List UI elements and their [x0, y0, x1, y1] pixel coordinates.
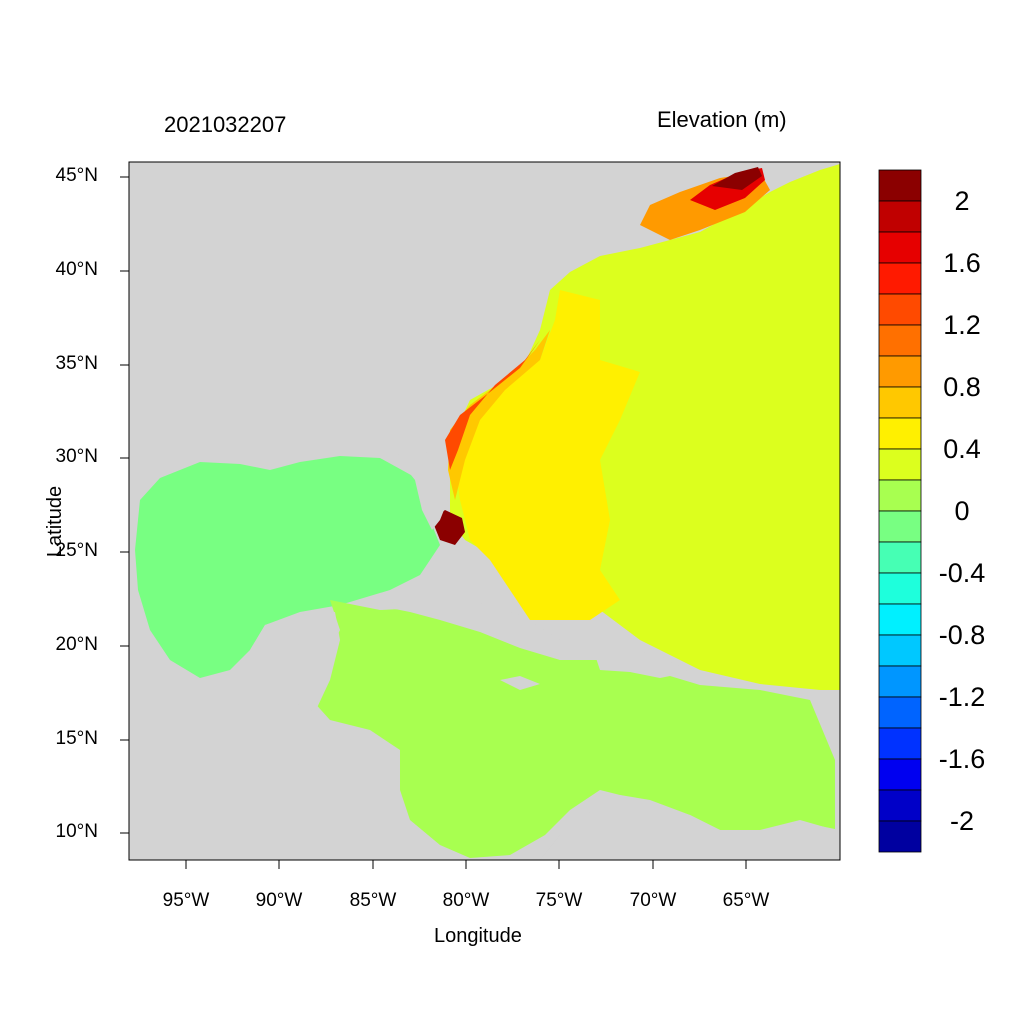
- south-america-land: [540, 795, 840, 860]
- colorbar-swatch: [878, 665, 922, 698]
- colorbar-swatch: [878, 386, 922, 419]
- colorbar-label: -2: [949, 806, 974, 836]
- y-tick-label: 40°N: [55, 259, 98, 280]
- colorbar-swatch: [878, 231, 922, 264]
- colorbar-swatch: [878, 262, 922, 295]
- yucatan-land: [250, 612, 340, 712]
- colorbar-swatch: [878, 448, 922, 481]
- colorbar-label: 0.4: [943, 434, 981, 464]
- colorbar-label: -1.6: [938, 744, 986, 774]
- y-tick-label: 25°N: [55, 540, 98, 561]
- colorbar-swatch: [878, 727, 922, 760]
- gulf-of-mexico: [135, 456, 440, 678]
- y-tick-label: 20°N: [55, 634, 98, 655]
- colorbar-swatch: [878, 696, 922, 729]
- colorbar-label: 0.8: [943, 372, 981, 402]
- x-tick-marks: [185, 860, 747, 869]
- colorbar-label: -0.4: [938, 558, 986, 588]
- forecast-datetime: 2021032207: [164, 112, 287, 137]
- x-tick-label: 80°W: [442, 890, 490, 911]
- colorbar-label: -1.2: [938, 682, 986, 712]
- colorbar-swatch: [878, 820, 922, 853]
- y-tick-marks: [120, 176, 129, 834]
- map-frame: [128, 161, 841, 861]
- colorbar-swatch: [878, 510, 922, 543]
- y-tick-label: 35°N: [55, 353, 98, 374]
- y-tick-label: 15°N: [55, 728, 98, 749]
- y-axis-label: Latitude: [44, 485, 67, 558]
- x-tick-label: 65°W: [722, 890, 770, 911]
- colorbar-label: 1.6: [943, 248, 981, 278]
- jamaica-land: [500, 676, 540, 690]
- colorbar-label: -0.8: [938, 620, 986, 650]
- colorbar-swatch: [878, 479, 922, 512]
- gulf-of-maine-surge-peak: [712, 167, 762, 190]
- colorbar-swatch: [878, 324, 922, 357]
- variable-title: Elevation (m): [657, 107, 787, 132]
- colorbar-swatch: [878, 200, 922, 233]
- x-tick-label: 70°W: [629, 890, 677, 911]
- colorbar-swatch: [878, 603, 922, 636]
- colorbar-swatch: [878, 572, 922, 605]
- colorbar-label: 2: [954, 186, 970, 216]
- y-tick-label: 10°N: [55, 821, 98, 842]
- colorbar-swatch: [878, 169, 922, 202]
- colorbar-swatch: [878, 758, 922, 791]
- y-tick-label: 30°N: [55, 446, 98, 467]
- colorbar: [878, 169, 922, 853]
- x-axis-label: Longitude: [434, 925, 522, 947]
- colorbar-swatch: [878, 417, 922, 450]
- colorbar-swatch: [878, 541, 922, 574]
- colorbar-swatch: [878, 293, 922, 326]
- colorbar-swatch: [878, 634, 922, 667]
- colorbar-label: 0: [954, 496, 970, 526]
- coastal-surge-orange: [448, 330, 550, 500]
- colorbar-label: 1.2: [943, 310, 981, 340]
- florida-land: [395, 452, 448, 530]
- x-tick-label: 95°W: [162, 890, 210, 911]
- map-panel: [129, 162, 840, 860]
- elevation-yellow-zone: [455, 290, 640, 620]
- caribbean-sea: [312, 600, 835, 858]
- y-tick-label: 45°N: [55, 165, 98, 186]
- x-tick-label: 90°W: [255, 890, 303, 911]
- hispaniola-land: [595, 648, 690, 678]
- x-tick-label: 85°W: [349, 890, 397, 911]
- x-tick-label: 75°W: [535, 890, 583, 911]
- cuba-land: [380, 595, 600, 660]
- colorbar-swatch: [878, 789, 922, 822]
- coastal-surge-red: [445, 340, 540, 470]
- colorbar-swatch: [878, 355, 922, 388]
